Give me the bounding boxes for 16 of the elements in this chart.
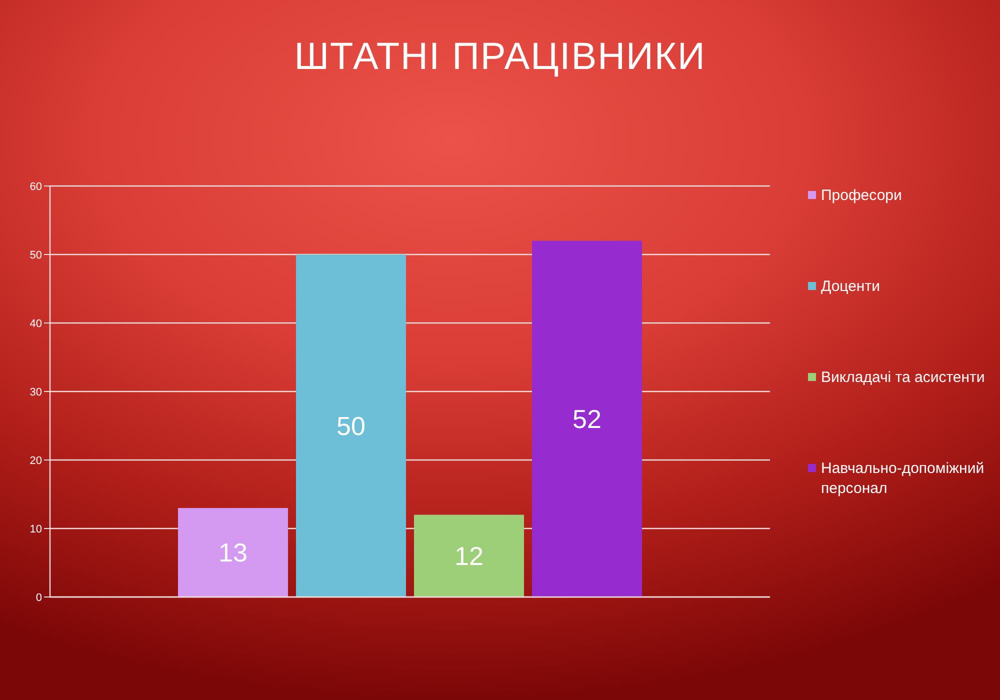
y-tick-label: 10 <box>30 523 42 536</box>
legend-label: Професори <box>821 186 902 206</box>
chart-title: ШТАТНІ ПРАЦІВНИКИ <box>293 36 707 79</box>
legend-label: Доценти <box>821 277 880 297</box>
y-tick-label: 60 <box>30 180 42 193</box>
y-tick-label: 20 <box>30 454 42 467</box>
y-tick-label: 50 <box>30 249 42 262</box>
data-label: 52 <box>572 404 602 434</box>
data-label: 12 <box>454 541 484 572</box>
data-label: 50 <box>336 410 366 441</box>
y-tick-label: 30 <box>30 386 42 398</box>
data-label: 13 <box>218 538 248 568</box>
y-tick-label: 0 <box>36 592 42 604</box>
y-tick-label: 40 <box>30 318 42 330</box>
legend-label: Викладачі та асистенти <box>821 368 985 388</box>
legend-label: Навчально-допоміжний персонал <box>821 459 986 499</box>
